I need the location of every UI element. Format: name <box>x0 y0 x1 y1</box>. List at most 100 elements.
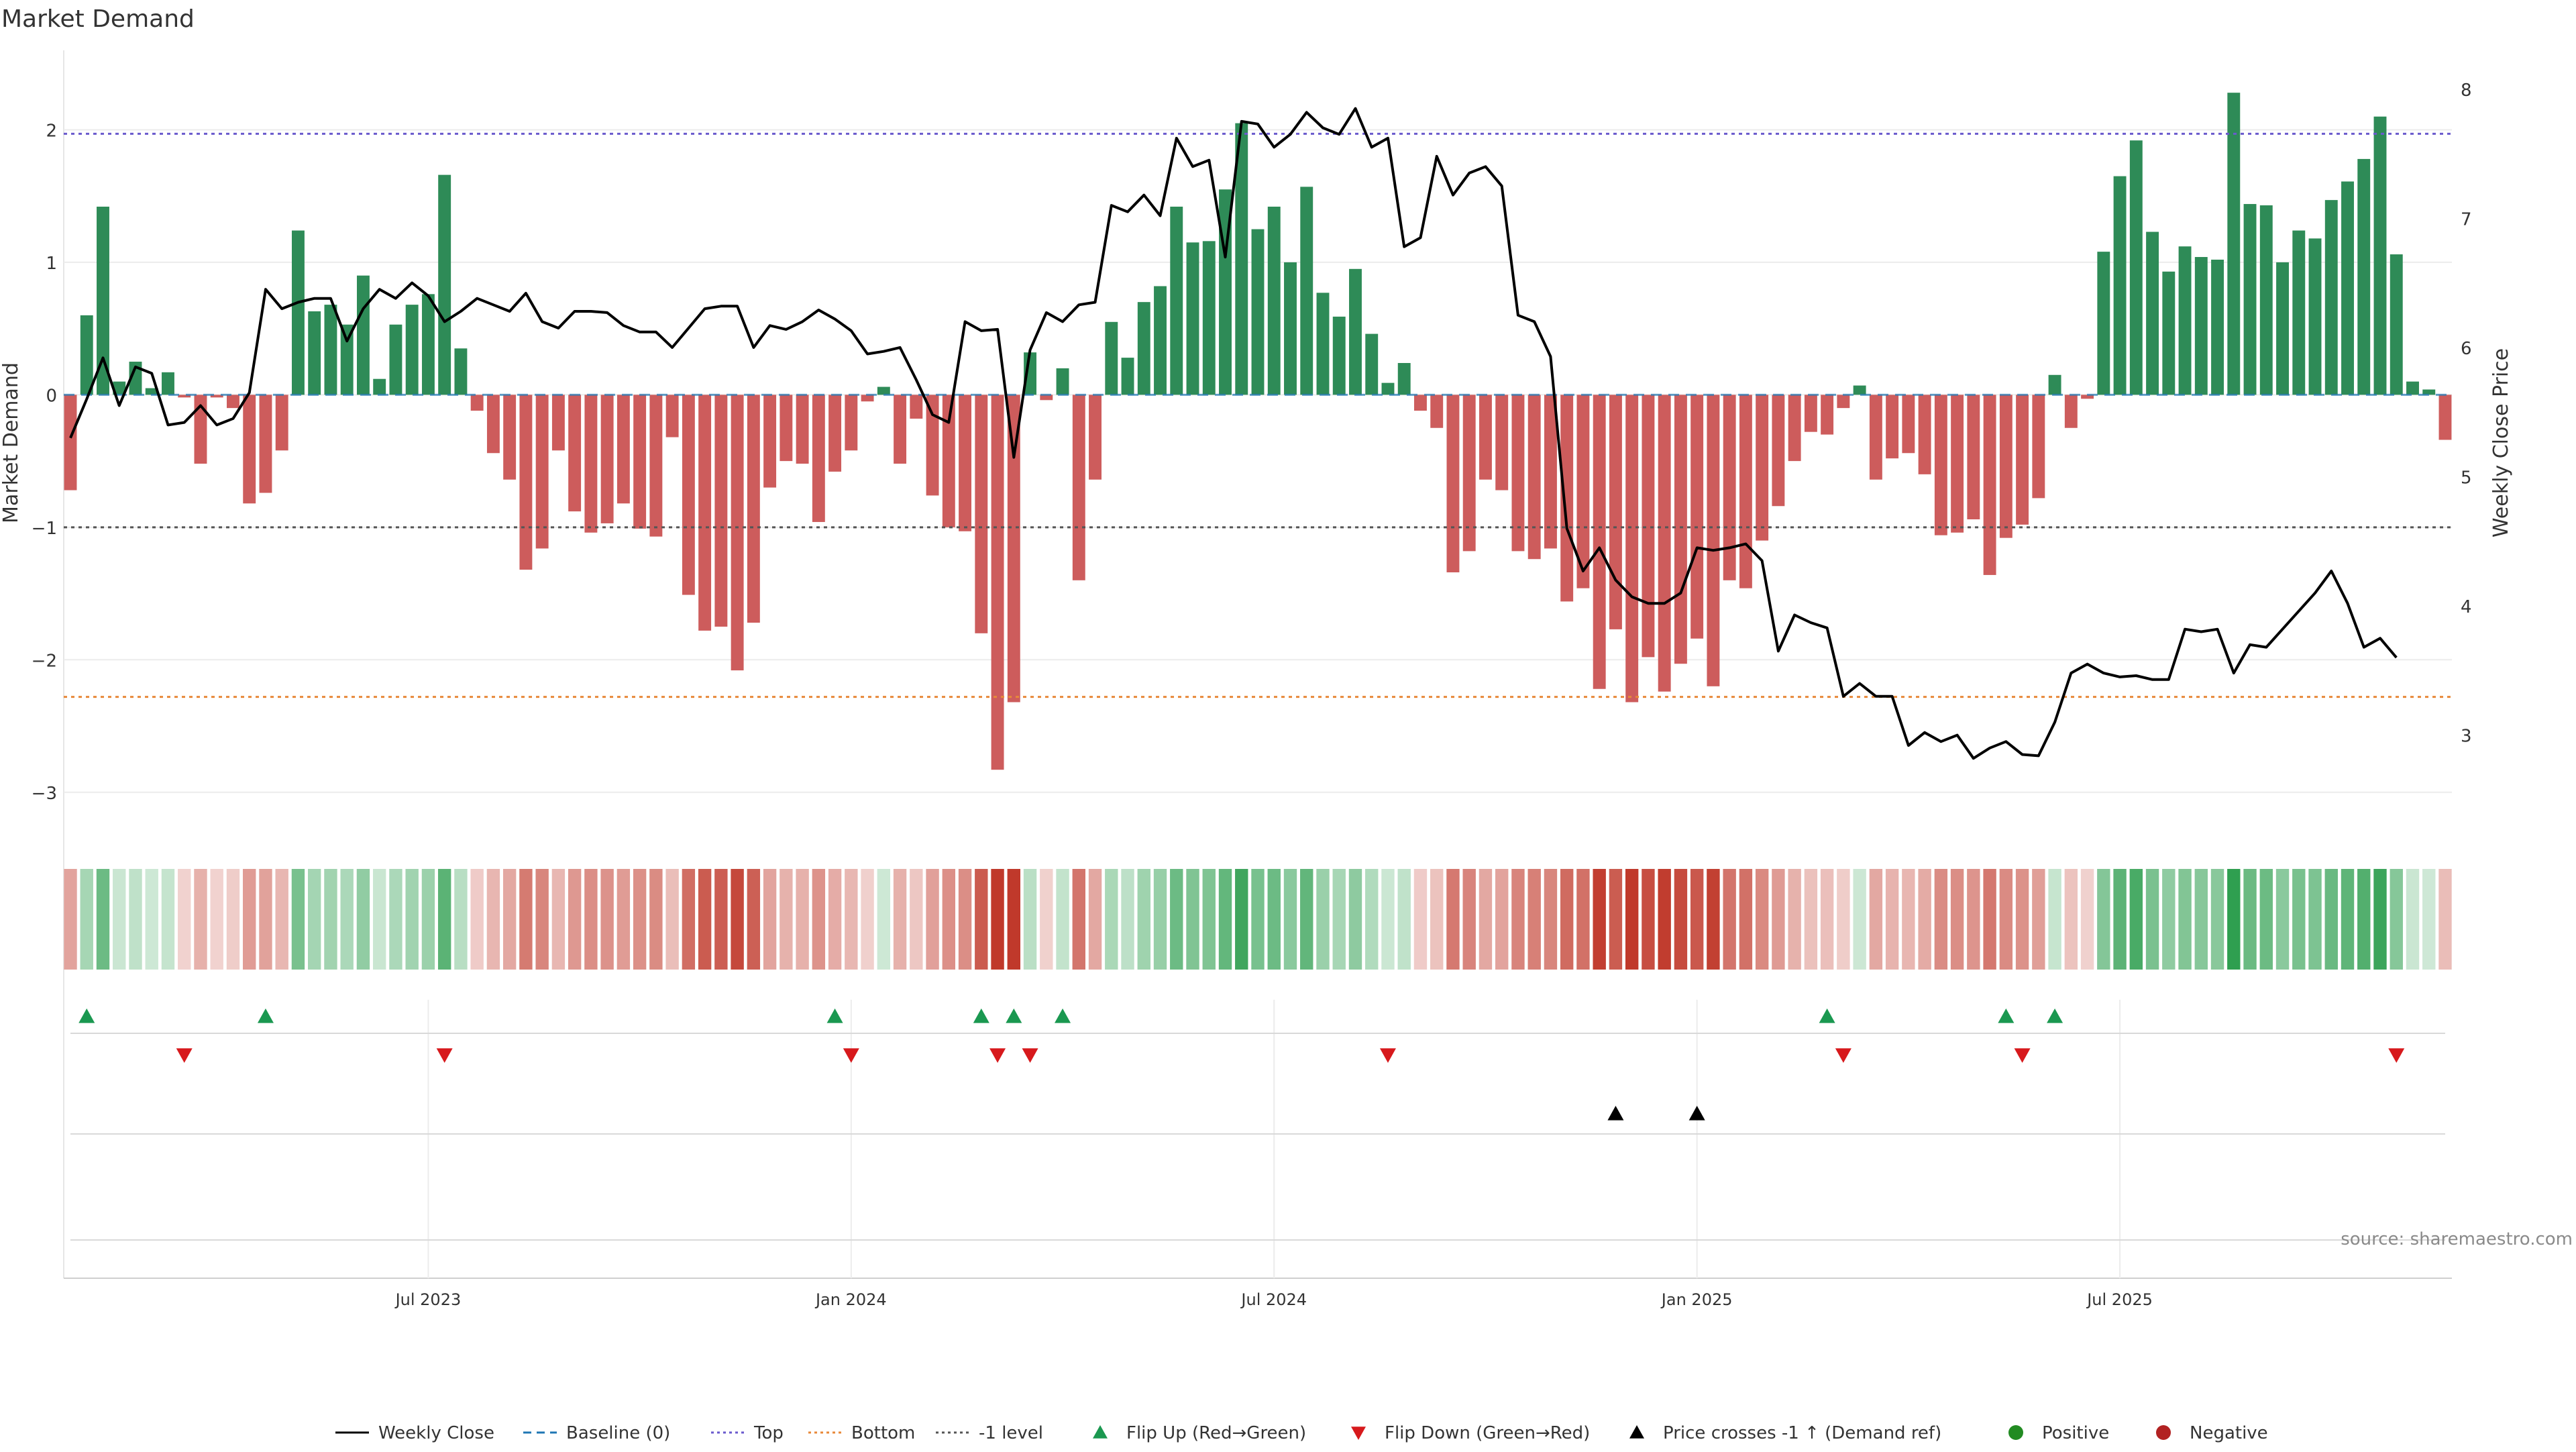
negative-bar <box>1707 395 1720 686</box>
positive-bar <box>1365 333 1379 395</box>
negative-bar <box>1674 395 1687 664</box>
positive-bar <box>1381 382 1395 395</box>
heat-strip-cell <box>2292 869 2306 970</box>
heat-strip-cell <box>2080 869 2094 970</box>
heat-strip-cell <box>96 869 110 970</box>
heat-strip-cell <box>2357 869 2371 970</box>
negative-bar <box>1446 395 1460 572</box>
positive-bar <box>2129 140 2143 395</box>
y2-tick-label: 7 <box>2461 209 2472 229</box>
flip-down-marker <box>2388 1048 2405 1063</box>
negative-bar <box>910 395 923 419</box>
heat-strip-cell <box>2145 869 2159 970</box>
negative-bar <box>1821 395 1834 435</box>
heat-strip-cell <box>113 869 126 970</box>
negative-bar <box>682 395 695 595</box>
heat-strip-cell <box>421 869 435 970</box>
flip-up-marker <box>78 1008 95 1023</box>
legend-label: Positive <box>2042 1423 2109 1443</box>
heat-strip-cell <box>845 869 858 970</box>
positive-bar <box>1853 385 1866 395</box>
heat-strip-cell <box>308 869 321 970</box>
y2-tick-label: 6 <box>2461 339 2472 359</box>
negative-bar <box>568 395 582 512</box>
negative-bar <box>1804 395 1817 432</box>
negative-bar <box>1902 395 1915 454</box>
flip-up-marker <box>1006 1008 1022 1023</box>
heat-strip-cell <box>1723 869 1736 970</box>
negative-bar <box>649 395 663 537</box>
heat-strip-cell <box>1462 869 1476 970</box>
negative-bar <box>1072 395 1085 580</box>
flip-up-marker <box>826 1008 843 1023</box>
flip-down-marker <box>843 1048 859 1063</box>
negative-bar <box>633 395 647 529</box>
heat-strip-cell <box>1772 869 1785 970</box>
heat-strip-cell <box>2194 869 2208 970</box>
heat-strip-cell <box>1300 869 1313 970</box>
heat-strip-cell <box>243 869 256 970</box>
heat-strip-cell <box>1885 869 1899 970</box>
negative-bar <box>747 395 760 623</box>
negative-bar <box>1040 395 1053 401</box>
heat-strip-cell <box>1153 869 1167 970</box>
heat-strip-cell <box>551 869 566 970</box>
heat-strip-cell <box>1609 869 1623 970</box>
heat-strip-cell <box>1007 869 1020 970</box>
heat-strip-cell <box>275 869 288 970</box>
negative-bar <box>714 395 728 627</box>
heat-strip-cell <box>1381 869 1395 970</box>
negative-bar <box>1869 395 1882 480</box>
positive-bar <box>454 348 468 395</box>
heat-strip-cell <box>1056 869 1069 970</box>
heat-strip-cell <box>2390 869 2403 970</box>
negative-bar <box>470 395 484 411</box>
negative-bar <box>259 395 272 493</box>
heat-strip-cell <box>2341 869 2355 970</box>
y2-tick-label: 3 <box>2461 727 2472 747</box>
positive-bar <box>2324 200 2338 395</box>
negative-bar <box>1560 395 1574 602</box>
negative-bar <box>2032 395 2045 499</box>
heat-strip-cell <box>1999 869 2013 970</box>
legend-label: Weekly Close <box>378 1423 494 1443</box>
heat-strip-cell <box>1332 869 1346 970</box>
positive-bar <box>1105 321 1118 395</box>
negative-bar <box>2438 395 2452 440</box>
positive-bar <box>2276 262 2289 395</box>
heat-strip-cell <box>812 869 826 970</box>
positive-bar <box>2373 116 2387 395</box>
heat-strip-cell <box>1576 869 1590 970</box>
positive-bar <box>2292 230 2306 395</box>
heat-strip-cell <box>80 869 93 970</box>
heat-strip-cell <box>1023 869 1037 970</box>
positive-bar <box>356 275 370 395</box>
heat-strip-cell <box>502 869 517 970</box>
positive-bar <box>1300 187 1313 395</box>
heat-strip-cell <box>1186 869 1199 970</box>
heat-strip-cell <box>714 869 728 970</box>
negative-bar <box>1511 395 1525 552</box>
heat-strip-cell <box>2275 869 2290 970</box>
negative-bar <box>1999 395 2012 538</box>
heat-strip-cell <box>437 869 451 970</box>
heat-strip-cell <box>1446 869 1460 970</box>
heat-strip-cell <box>1218 869 1232 970</box>
positive-bar <box>1170 207 1183 395</box>
y2-tick-label: 5 <box>2461 468 2472 488</box>
negative-bar <box>1625 395 1639 703</box>
positive-bar <box>1137 302 1150 395</box>
heat-strip-cell <box>2162 869 2176 970</box>
flip-down-marker <box>436 1048 453 1063</box>
y-axis-label: Market Demand <box>0 362 23 523</box>
legend-tri-up-swatch <box>1629 1425 1644 1439</box>
positive-bar <box>308 311 321 395</box>
negative-bar <box>600 395 614 523</box>
y2-tick-label: 4 <box>2461 597 2472 617</box>
y-tick-label: 2 <box>46 121 57 141</box>
heat-strip-cell <box>210 869 223 970</box>
negative-bar <box>1414 395 1427 411</box>
price-cross-marker <box>1688 1106 1705 1121</box>
negative-bar <box>1690 395 1704 639</box>
flip-up-marker <box>257 1008 274 1023</box>
